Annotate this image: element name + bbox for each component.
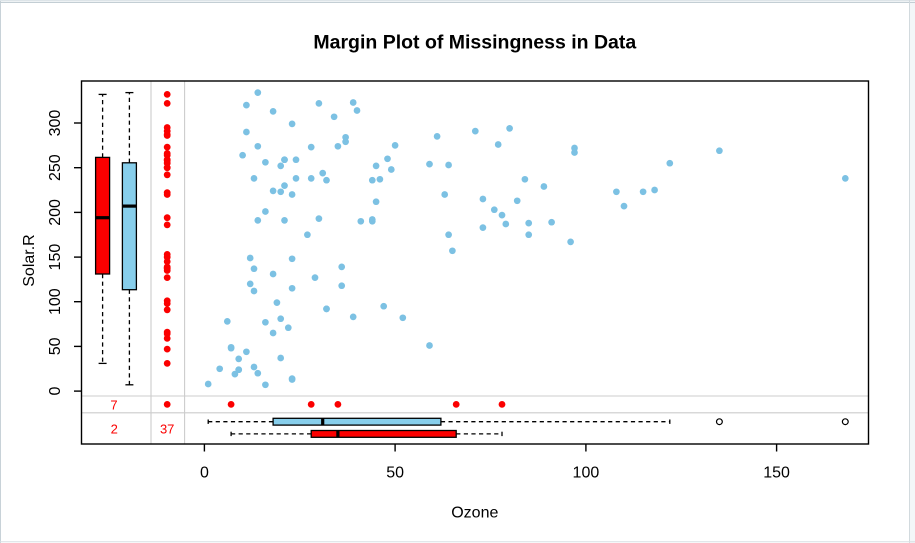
svg-text:150: 150 xyxy=(47,244,64,271)
svg-text:Solar.R: Solar.R xyxy=(21,234,38,286)
svg-text:0: 0 xyxy=(200,465,209,482)
svg-text:7: 7 xyxy=(110,398,117,413)
svg-text:37: 37 xyxy=(160,422,174,437)
svg-text:100: 100 xyxy=(47,288,64,315)
svg-text:50: 50 xyxy=(47,337,64,355)
svg-text:0: 0 xyxy=(47,387,64,396)
svg-text:2: 2 xyxy=(111,422,118,437)
svg-text:150: 150 xyxy=(763,465,790,482)
svg-text:50: 50 xyxy=(386,465,404,482)
svg-text:Margin Plot of Missingness in: Margin Plot of Missingness in Data xyxy=(313,32,636,54)
svg-text:300: 300 xyxy=(47,110,64,137)
svg-text:250: 250 xyxy=(47,154,64,181)
svg-text:Ozone: Ozone xyxy=(451,505,498,522)
svg-text:200: 200 xyxy=(47,199,64,226)
svg-text:100: 100 xyxy=(573,465,600,482)
